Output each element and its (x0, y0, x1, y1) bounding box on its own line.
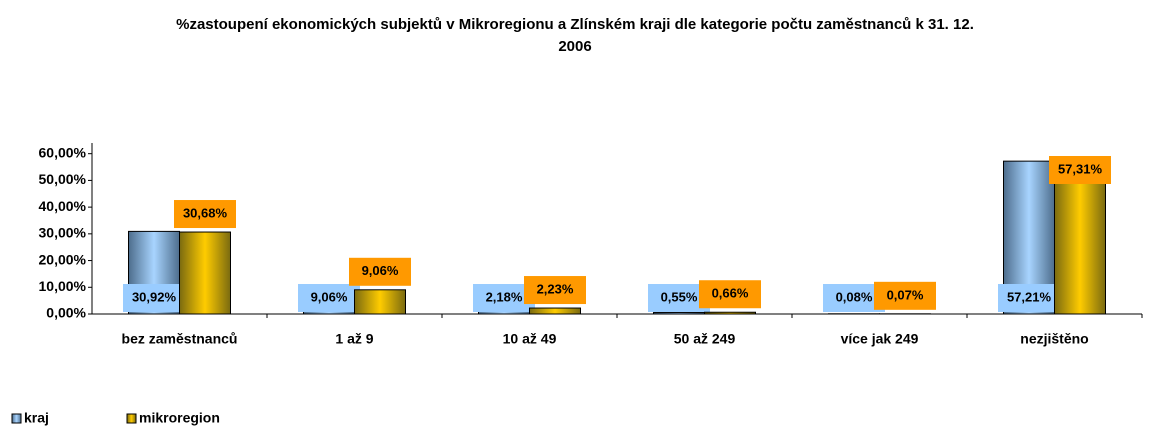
y-tick-label: 60,00% (39, 144, 87, 160)
bar (354, 289, 406, 315)
y-tick-label: 40,00% (39, 198, 87, 214)
bar (1054, 160, 1106, 315)
legend-swatch (126, 413, 137, 424)
bar (179, 231, 231, 315)
value-label-box (1049, 156, 1111, 184)
chart-title: %zastoupení ekonomických subjektů v Mikr… (176, 16, 974, 55)
x-tick-label: 10 až 49 (503, 331, 557, 347)
x-tick-label: 50 až 249 (674, 331, 736, 347)
bar (704, 311, 756, 315)
value-label: 57,31% (1058, 161, 1103, 176)
bar (529, 307, 581, 315)
value-label-box (998, 284, 1060, 312)
value-label-box (349, 257, 411, 286)
y-tick-label: 30,00% (39, 225, 87, 241)
value-label: 9,06% (311, 289, 348, 304)
y-tick-label: 0,00% (46, 305, 86, 321)
y-tick-label: 50,00% (39, 171, 87, 187)
legend-swatch (11, 413, 22, 424)
value-label-box (298, 284, 360, 312)
legend-label: kraj (24, 410, 49, 426)
value-label: 0,66% (712, 286, 749, 301)
value-label: 0,55% (661, 289, 698, 304)
x-tick-label: 1 až 9 (335, 331, 373, 347)
x-tick-label: nezjištěno (1020, 331, 1088, 347)
value-label: 57,21% (1007, 289, 1052, 304)
value-label: 2,23% (537, 281, 574, 296)
value-label: 0,08% (836, 289, 873, 304)
x-tick-label: bez zaměstnanců (122, 331, 238, 347)
value-label-box (699, 280, 761, 309)
value-label: 2,18% (486, 289, 523, 304)
y-tick-label: 10,00% (39, 278, 87, 294)
value-label-box (123, 284, 185, 312)
x-tick-label: více jak 249 (841, 331, 919, 347)
value-label: 0,07% (887, 287, 924, 302)
value-label-box (524, 276, 586, 305)
bar (653, 312, 705, 315)
value-label-box (874, 281, 936, 310)
value-label-box (174, 200, 236, 229)
value-label: 30,68% (183, 205, 228, 220)
legend-label: mikroregion (139, 410, 220, 426)
y-tick-label: 20,00% (39, 251, 87, 267)
value-label: 30,92% (132, 289, 177, 304)
value-label: 9,06% (362, 263, 399, 278)
